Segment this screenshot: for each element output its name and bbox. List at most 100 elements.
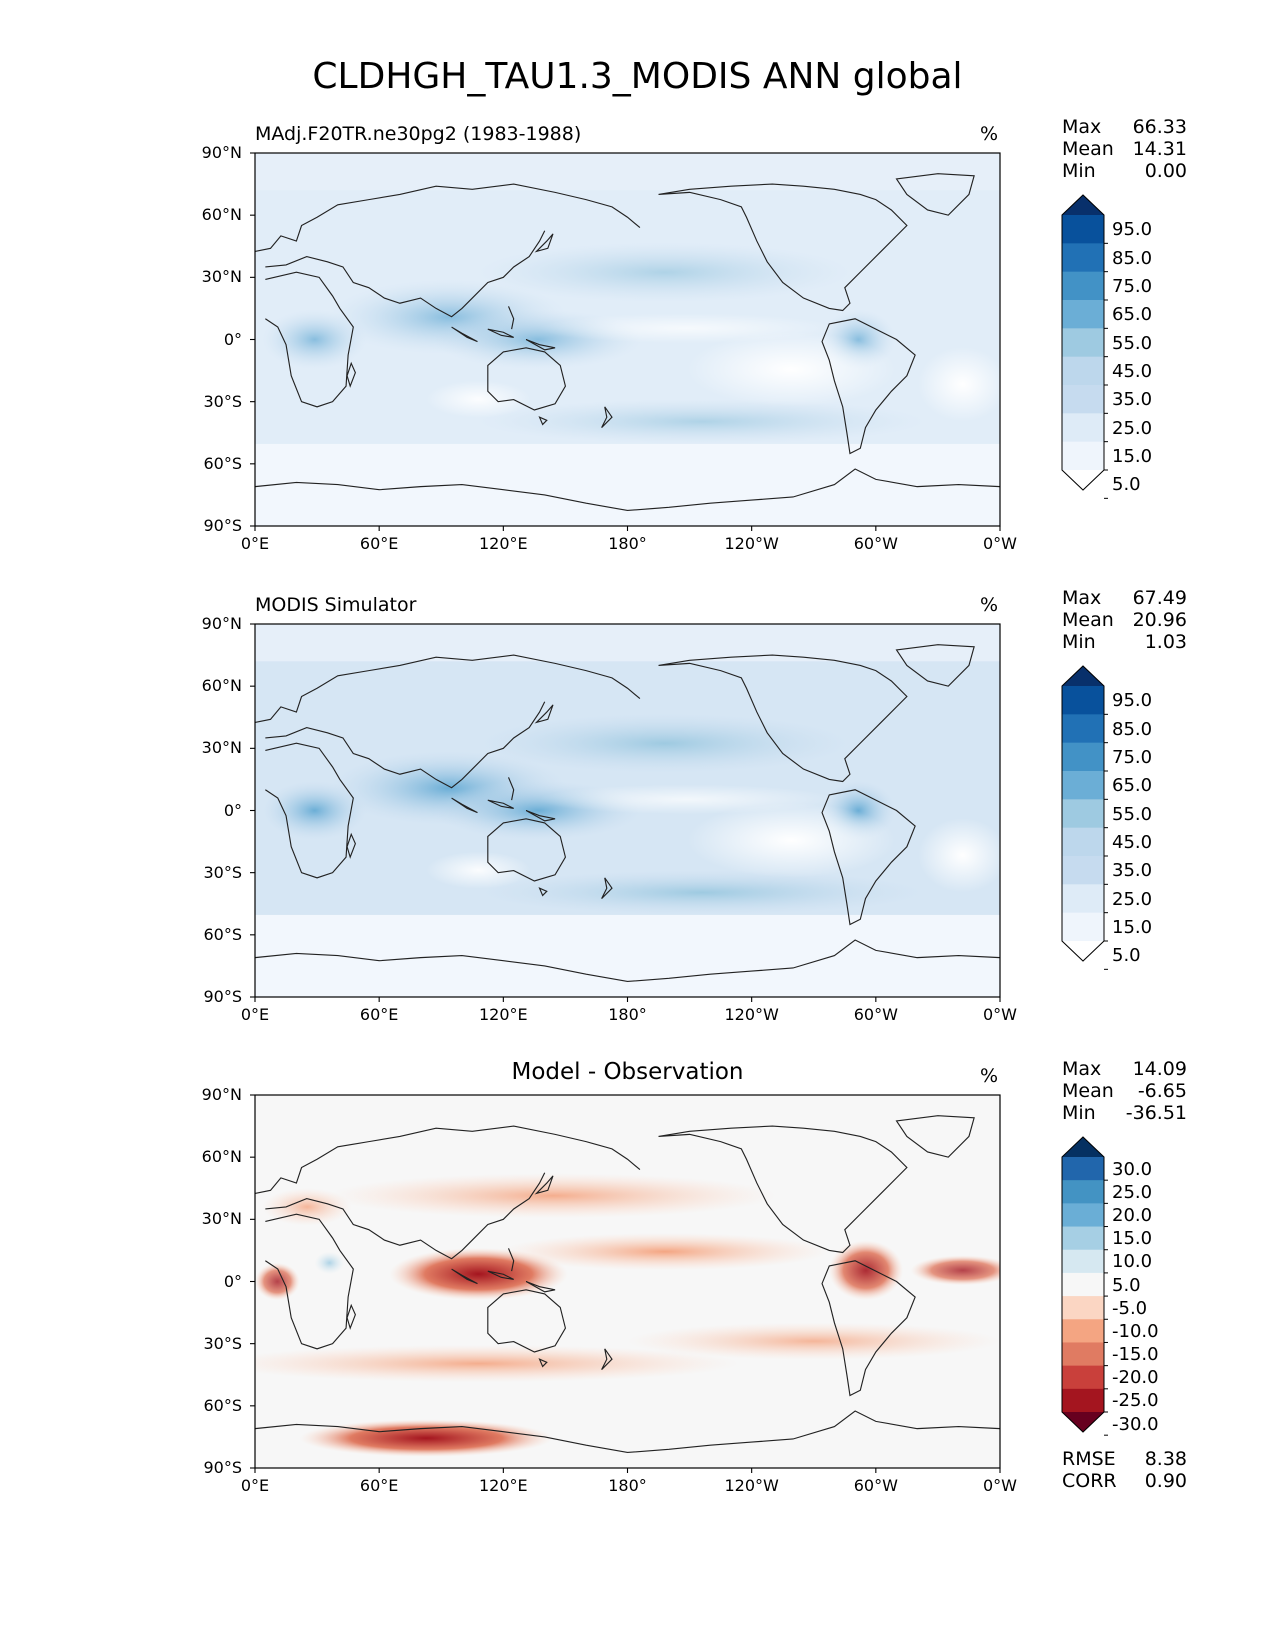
y-tick-label: 30°S (203, 1333, 242, 1353)
colorbar-tick-label: 20.0 (1112, 1204, 1153, 1226)
units-label: % (980, 123, 999, 145)
map-panels-layer (250, 152, 1108, 1473)
stats-box: Max 67.49 Mean 20.96 Min 1.03 (1062, 587, 1187, 653)
colorbar-tick-label: 85.0 (1112, 247, 1153, 269)
y-tick-label: 90°S (203, 1458, 242, 1477)
colorbar-tick-label: 5.0 (1112, 474, 1141, 496)
units-label: % (980, 1065, 999, 1087)
colorbar-tick-label: 55.0 (1112, 332, 1153, 354)
y-tick-label: 60°N (201, 205, 242, 225)
stat-value: -6.65 (1137, 1080, 1187, 1102)
colorbar-band (1062, 1157, 1104, 1181)
x-tick-label: 0°W (983, 1476, 1017, 1495)
colorbar-band (1062, 1319, 1104, 1343)
y-tick-label: 60°N (201, 676, 242, 696)
map-field (255, 153, 1000, 526)
y-tick-label: 90°S (203, 987, 242, 1006)
colorbar-tick-label: 95.0 (1112, 219, 1153, 241)
colorbar-tick-label: 55.0 (1112, 803, 1153, 825)
x-tick-label: 120°E (479, 534, 528, 553)
x-tick-label: 60°E (359, 1476, 399, 1495)
stat-value: 14.09 (1132, 1058, 1187, 1080)
stats-box: Max 66.33 Mean 14.31 Min 0.00 (1062, 116, 1187, 182)
x-tick-label: 120°E (479, 1476, 528, 1495)
x-tick-label: 60°E (359, 1005, 399, 1024)
y-tick-label: 90°S (203, 516, 242, 535)
colorbar-tick-label: 45.0 (1112, 831, 1153, 853)
colorbar-tick-label: 35.0 (1112, 860, 1153, 882)
colorbar-extend-bottom (1062, 941, 1104, 961)
colorbar-tick-label: 5.0 (1112, 945, 1141, 967)
stat-row: Mean 20.96 (1062, 609, 1187, 631)
stat-row: Min 0.00 (1062, 160, 1187, 182)
stat-value: 14.31 (1132, 138, 1187, 160)
metric-value: 0.90 (1144, 1470, 1187, 1492)
stat-value: 0.00 (1144, 160, 1187, 182)
map-panel-3 (250, 1094, 1108, 1473)
y-tick-label: 90°N (201, 143, 242, 162)
y-tick-label: 0° (223, 1271, 242, 1291)
stats-box: Max 14.09 Mean -6.65 Min -36.51 (1062, 1058, 1187, 1124)
metric-value: 8.38 (1144, 1448, 1187, 1470)
y-tick-label: 60°S (203, 453, 242, 473)
colorbar-band (1062, 771, 1104, 800)
x-tick-label: 120°W (724, 1005, 779, 1024)
colorbar-band (1062, 856, 1104, 885)
y-tick-label: 90°N (201, 614, 242, 633)
x-tick-label: 120°W (724, 534, 779, 553)
map-field (255, 1095, 1000, 1468)
y-tick-label: 30°S (203, 391, 242, 411)
y-tick-label: 30°S (203, 862, 242, 882)
stat-value: 20.96 (1132, 609, 1187, 631)
colorbar-extend-top (1062, 1137, 1104, 1157)
colorbar-band (1062, 799, 1104, 829)
stat-label: Min (1062, 160, 1096, 182)
map-panel-1 (250, 152, 1108, 531)
x-tick-label: 120°E (479, 1005, 528, 1024)
metric-label: CORR (1062, 1470, 1117, 1492)
x-tick-label: 180° (608, 534, 647, 553)
stat-label: Max (1062, 116, 1102, 138)
colorbar-tick-label: 85.0 (1112, 718, 1153, 740)
colorbar-band (1062, 912, 1104, 942)
colorbar-band (1062, 827, 1104, 857)
colorbar-tick-label: 5.0 (1112, 1274, 1141, 1296)
colorbar-band (1062, 1388, 1104, 1413)
x-tick-label: 60°W (853, 534, 898, 553)
stat-label: Max (1062, 1058, 1102, 1080)
colorbar (1061, 194, 1108, 499)
colorbar-band (1062, 1296, 1104, 1320)
colorbar-band (1062, 1226, 1104, 1251)
stat-value: -36.51 (1125, 1102, 1187, 1124)
stat-label: Min (1062, 1102, 1096, 1124)
colorbar-tick-label: 95.0 (1112, 690, 1153, 712)
x-tick-label: 0°E (240, 1476, 270, 1495)
x-tick-label: 0°E (240, 1005, 270, 1024)
metrics-box: RMSE 8.38 CORR 0.90 (1062, 1448, 1187, 1492)
metric-row: CORR 0.90 (1062, 1470, 1187, 1492)
main-title: CLDHGH_TAU1.3_MODIS ANN global (312, 56, 963, 97)
colorbar-tick-label: 15.0 (1112, 916, 1153, 938)
y-tick-label: 60°S (203, 924, 242, 944)
stat-row: Mean 14.31 (1062, 138, 1187, 160)
colorbar-band (1062, 742, 1104, 772)
y-tick-label: 60°N (201, 1147, 242, 1167)
colorbar-band (1062, 686, 1104, 715)
colorbar-tick-label: -5.0 (1112, 1297, 1148, 1319)
colorbar-band (1062, 1365, 1104, 1390)
colorbar-tick-label: 15.0 (1112, 445, 1153, 467)
colorbar-band (1062, 1203, 1104, 1228)
x-tick-label: 60°W (853, 1005, 898, 1024)
colorbar-band (1062, 1342, 1104, 1367)
colorbar-tick-label: 25.0 (1112, 888, 1153, 910)
colorbar-band (1062, 1249, 1104, 1274)
colorbar-tick-label: -15.0 (1112, 1344, 1159, 1366)
panel-title: Model - Observation (511, 1059, 744, 1085)
stat-value: 67.49 (1132, 587, 1187, 609)
colorbar-extend-top (1062, 666, 1104, 686)
colorbar-tick-label: 25.0 (1112, 1181, 1153, 1203)
panel-title: MAdj.F20TR.ne30pg2 (1983-1988) (255, 123, 582, 145)
x-tick-label: 0°E (240, 534, 270, 553)
stat-row: Max 67.49 (1062, 587, 1187, 609)
